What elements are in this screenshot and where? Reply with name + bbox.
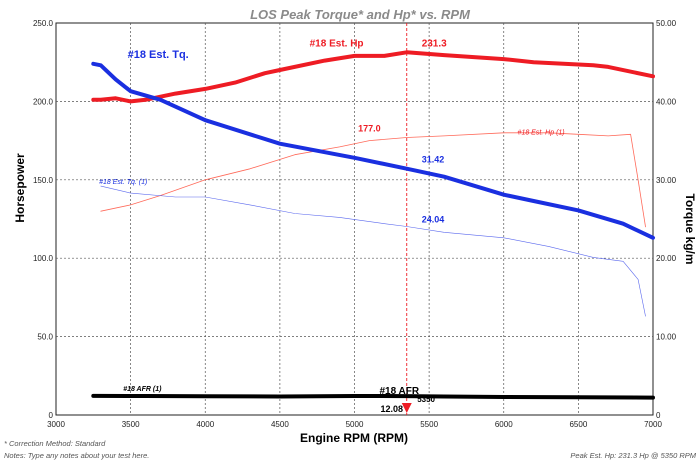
y-left-tick-label: 100.0 [33,254,54,263]
chart-title: LOS Peak Torque* and Hp* vs. RPM [250,7,471,22]
y-right-tick-label: 30.00 [656,176,677,185]
series-line-2 [100,132,646,228]
y-left-tick-label: 250.0 [33,19,54,28]
y-left-tick-label: 50.0 [37,333,53,342]
x-tick-label: 5500 [420,420,438,429]
y-left-axis-label: Horsepower [13,153,27,223]
data-label: #18 Est. Tq. (1) [99,179,147,186]
y-right-tick-label: 40.00 [656,97,677,106]
y-left-axis-ticks: 0 50.0 100.0 150.0 200.0 250.0 [33,19,54,420]
y-left-tick-label: 200.0 [33,97,54,106]
y-right-tick-label: 0 [656,411,661,420]
data-labels: #18 Est. Hp 231.3 #18 Est. Tq. 31.42 177.0 #1… [99,38,565,414]
series-line-4 [91,393,655,400]
x-axis-ticks: 3000 3500 4000 4500 5000 5500 6000 6500 7000 [47,420,662,429]
x-tick-label: 6000 [495,420,513,429]
data-label: #18 AFR [379,386,419,397]
data-label: 12.08 [381,404,404,414]
footer-correction-note: * Correction Method: Standard [4,439,106,448]
x-tick-label: 5000 [346,420,364,429]
y-left-tick-label: 0 [49,411,54,420]
data-label: #18 AFR (1) [123,386,162,393]
y-right-axis-ticks: 0 10.00 20.00 30.00 40.00 50.00 [656,19,677,420]
y-left-tick-label: 150.0 [33,176,54,185]
x-tick-label: 4000 [196,420,214,429]
x-tick-label: 4500 [271,420,289,429]
x-tick-label: 7000 [644,420,662,429]
footer-peak-summary: Peak Est. Hp: 231.3 Hp @ 5350 RPM [570,451,696,460]
series-line-1 [91,61,655,240]
series-line-0 [91,50,655,104]
data-label: 5350 [417,395,435,404]
y-right-tick-label: 50.00 [656,19,677,28]
y-right-tick-label: 10.00 [656,333,677,342]
data-label: #18 Est. Tq. [128,49,189,61]
x-tick-label: 3500 [122,420,140,429]
x-axis-label: Engine RPM (RPM) [300,431,408,445]
y-right-tick-label: 20.00 [656,254,677,263]
series-lines [91,50,655,400]
x-tick-label: 6500 [569,420,587,429]
data-label: 31.42 [422,155,445,165]
footer-notes: Notes: Type any notes about your test he… [4,451,149,460]
data-label: 177.0 [358,124,381,134]
cursor-marker-icon[interactable] [401,403,412,413]
x-tick-label: 3000 [47,420,65,429]
y-right-axis-label: Torque kg/m [683,193,697,264]
data-label: 231.3 [422,38,447,49]
data-label: #18 Est. Hp (1) [518,130,565,137]
data-label: #18 Est. Hp [310,38,364,49]
series-line-3 [100,185,646,317]
data-label: 24.04 [422,215,445,225]
